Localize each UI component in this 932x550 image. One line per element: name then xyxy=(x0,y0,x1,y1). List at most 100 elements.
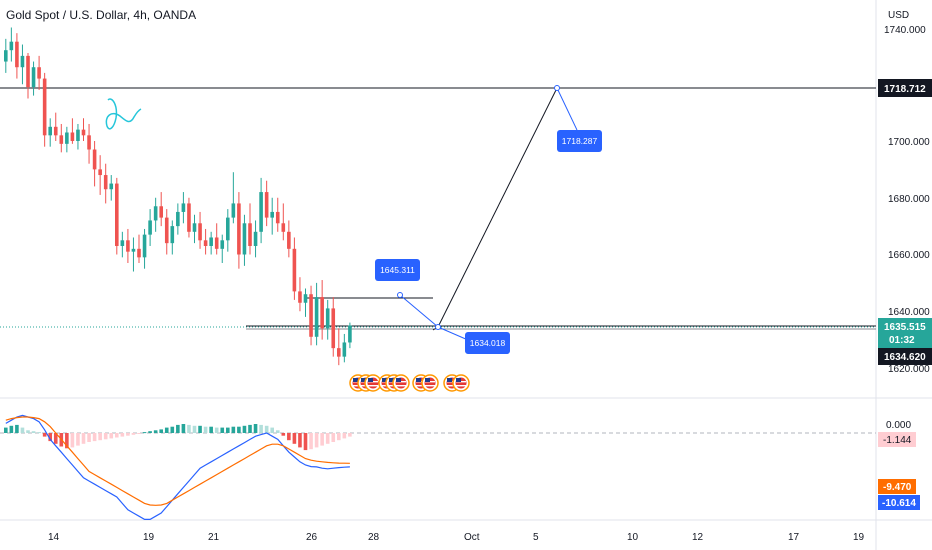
time-tick: 5 xyxy=(533,532,539,543)
candle-body[interactable] xyxy=(137,248,141,258)
economic-events[interactable] xyxy=(349,374,470,392)
price-tick: 1700.000 xyxy=(888,137,930,148)
price-axis[interactable]: 1700.000 1680.000 1660.000 1640.000 1620… xyxy=(888,137,930,375)
callout-1645[interactable]: 1645.311 xyxy=(375,259,420,281)
candle-body[interactable] xyxy=(20,55,25,68)
candle-body[interactable] xyxy=(109,183,114,190)
candle-body[interactable] xyxy=(320,297,324,329)
level-price-tag: 1718.712 xyxy=(878,79,932,97)
candle-body[interactable] xyxy=(342,342,347,357)
candle-body[interactable] xyxy=(325,308,330,329)
candle-body[interactable] xyxy=(53,126,58,136)
candle-body[interactable] xyxy=(148,220,152,235)
candle-body[interactable] xyxy=(70,132,75,141)
macd-histogram-bar xyxy=(348,433,352,437)
candle-body[interactable] xyxy=(192,223,197,232)
candle-body[interactable] xyxy=(126,240,130,252)
candles[interactable] xyxy=(4,27,352,366)
candle-body[interactable] xyxy=(15,41,19,68)
candle-body[interactable] xyxy=(120,240,125,246)
macd-histogram[interactable] xyxy=(4,424,352,451)
candle-body[interactable] xyxy=(314,297,319,337)
candle-body[interactable] xyxy=(220,240,225,249)
candle-body[interactable] xyxy=(31,67,36,88)
time-tick: 19 xyxy=(853,532,865,543)
hand-drawn-scribble[interactable] xyxy=(105,98,142,130)
candle-body[interactable] xyxy=(281,223,286,232)
candle-body[interactable] xyxy=(176,211,180,227)
candle-body[interactable] xyxy=(115,183,119,246)
candle-body[interactable] xyxy=(209,237,213,246)
candle-body[interactable] xyxy=(170,226,175,244)
candle-body[interactable] xyxy=(214,237,219,249)
macd-histogram-bar xyxy=(98,433,102,441)
time-axis[interactable]: 14 19 21 26 28 Oct 5 10 12 17 19 xyxy=(48,532,865,543)
candle-body[interactable] xyxy=(292,248,297,292)
us-flag-event-icon[interactable] xyxy=(452,374,470,392)
candle-body[interactable] xyxy=(65,132,69,144)
candle-body[interactable] xyxy=(87,135,91,150)
macd-histogram-bar xyxy=(81,433,86,444)
candle-body[interactable] xyxy=(248,223,252,246)
candle-body[interactable] xyxy=(131,248,136,252)
projection-leg-2[interactable] xyxy=(437,87,558,328)
candle-body[interactable] xyxy=(270,211,274,218)
projection-leg-1[interactable] xyxy=(399,294,439,328)
candle-body[interactable] xyxy=(42,78,47,136)
candle-body[interactable] xyxy=(287,231,291,249)
candle-body[interactable] xyxy=(259,192,263,232)
candle-body[interactable] xyxy=(231,203,236,218)
candle-body[interactable] xyxy=(37,67,41,79)
macd-histogram-bar xyxy=(176,424,180,433)
candle-body[interactable] xyxy=(331,308,336,349)
candle-body[interactable] xyxy=(203,240,208,246)
candle-body[interactable] xyxy=(275,211,280,224)
candle-body[interactable] xyxy=(164,217,169,244)
candle-body[interactable] xyxy=(187,203,191,232)
macd-histogram-bar xyxy=(292,433,297,444)
macd-hist-tag: -1.144 xyxy=(878,432,916,447)
candle-body[interactable] xyxy=(198,223,202,241)
macd-line[interactable] xyxy=(5,414,350,521)
candle-body[interactable] xyxy=(4,50,8,62)
candle-body[interactable] xyxy=(26,55,30,88)
candle-body[interactable] xyxy=(242,223,247,255)
callout-1718[interactable]: 1718.287 xyxy=(557,130,602,152)
candle-body[interactable] xyxy=(59,135,64,144)
candle-body[interactable] xyxy=(237,203,241,255)
us-flag-event-icon[interactable] xyxy=(364,374,382,392)
candle-body[interactable] xyxy=(226,217,230,241)
candle-body[interactable] xyxy=(264,192,269,218)
candle-body[interactable] xyxy=(142,234,147,258)
projection-point-3[interactable] xyxy=(554,85,560,91)
candle-body[interactable] xyxy=(48,126,52,136)
candle-body[interactable] xyxy=(98,169,102,176)
candle-body[interactable] xyxy=(348,325,352,343)
candle-body[interactable] xyxy=(76,129,80,141)
last-price-text: 1635.515 xyxy=(884,322,926,333)
callout-1634[interactable]: 1634.018 xyxy=(465,332,510,354)
signal-line[interactable] xyxy=(5,416,350,506)
candle-body[interactable] xyxy=(253,231,258,246)
candle-body[interactable] xyxy=(9,41,14,51)
macd-histogram-bar xyxy=(153,430,158,433)
candle-body[interactable] xyxy=(309,294,313,337)
candle-body[interactable] xyxy=(337,348,341,357)
us-flag-event-icon[interactable] xyxy=(392,374,410,392)
us-flag-event-icon[interactable] xyxy=(421,374,439,392)
candle-body[interactable] xyxy=(303,294,308,303)
candle-body[interactable] xyxy=(81,129,86,136)
macd-histogram-bar xyxy=(342,433,347,439)
candle-body[interactable] xyxy=(103,175,108,190)
prev-close-tag: 1634.620 xyxy=(878,348,932,365)
candle-body[interactable] xyxy=(298,291,302,303)
candle-body[interactable] xyxy=(159,206,163,218)
projection-point-1[interactable] xyxy=(397,292,403,298)
candle-body[interactable] xyxy=(153,206,158,221)
macd-zero-tick: 0.000 xyxy=(886,420,911,431)
candle-body[interactable] xyxy=(92,149,97,170)
candle-body[interactable] xyxy=(181,203,186,212)
projection-point-2[interactable] xyxy=(435,324,441,330)
